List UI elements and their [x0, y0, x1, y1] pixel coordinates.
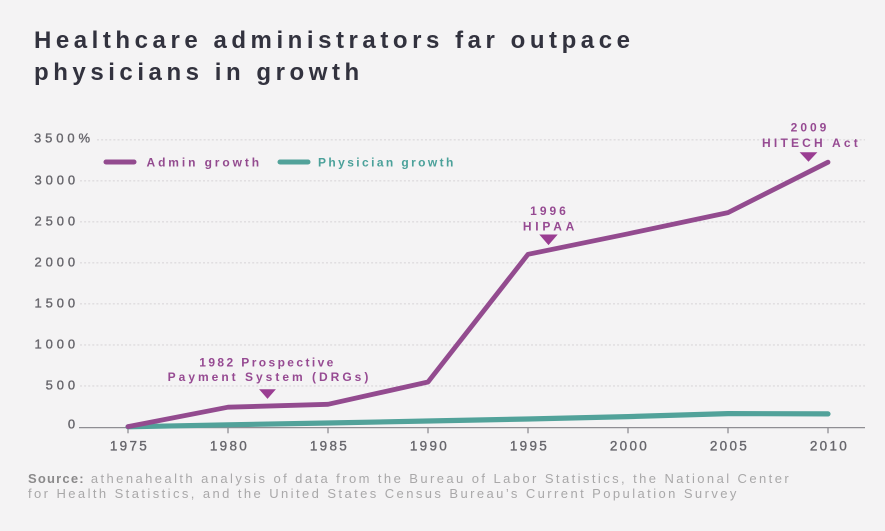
- svg-text:1990: 1990: [410, 439, 449, 454]
- svg-text:2005: 2005: [710, 439, 749, 454]
- svg-text:Physician growth: Physician growth: [318, 155, 456, 169]
- svg-text:2500: 2500: [34, 213, 79, 228]
- svg-text:3500%: 3500%: [34, 131, 94, 146]
- svg-text:HITECH Act: HITECH Act: [762, 136, 861, 150]
- svg-text:1995: 1995: [510, 439, 549, 454]
- svg-text:2009: 2009: [791, 121, 830, 135]
- svg-text:1975: 1975: [110, 439, 149, 454]
- svg-text:2000: 2000: [610, 439, 649, 454]
- svg-text:1980: 1980: [210, 439, 249, 454]
- svg-text:2010: 2010: [810, 439, 849, 454]
- svg-text:1982 Prospective: 1982 Prospective: [199, 356, 335, 370]
- svg-text:500: 500: [46, 377, 79, 392]
- svg-text:1000: 1000: [34, 336, 79, 351]
- svg-text:0: 0: [68, 417, 79, 432]
- svg-text:3000: 3000: [34, 172, 79, 187]
- svg-text:Admin growth: Admin growth: [147, 155, 262, 169]
- svg-text:1500: 1500: [34, 295, 79, 310]
- svg-text:2000: 2000: [34, 254, 79, 269]
- svg-text:1985: 1985: [310, 439, 349, 454]
- svg-text:1996: 1996: [530, 204, 569, 218]
- svg-text:HIPAA: HIPAA: [523, 219, 578, 233]
- svg-text:Payment System (DRGs): Payment System (DRGs): [168, 370, 372, 384]
